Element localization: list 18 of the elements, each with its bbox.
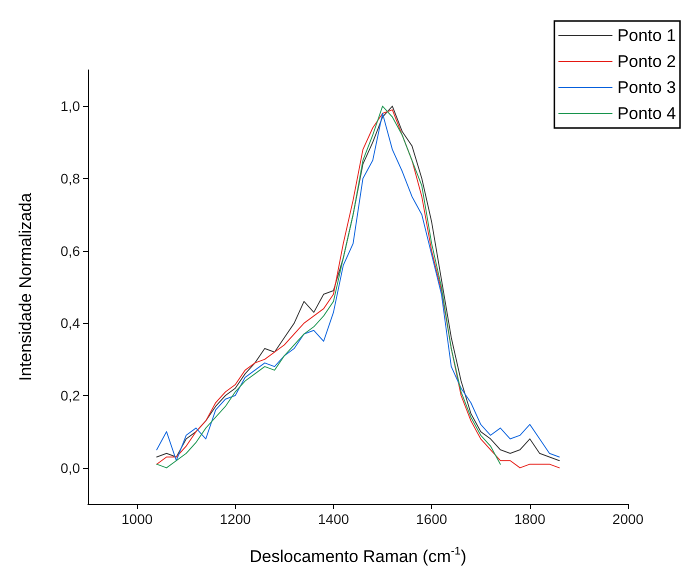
x-tick-label: 2000 [612, 511, 644, 527]
legend-label: Ponto 1 [617, 26, 676, 45]
y-tick-label: 0,0 [60, 460, 80, 476]
legend-label: Ponto 2 [617, 52, 676, 71]
legend-label: Ponto 3 [617, 78, 676, 97]
legend-label: Ponto 4 [617, 104, 676, 123]
line-series [156, 106, 501, 468]
y-tick-label: 0,4 [60, 315, 80, 332]
x-tick-label: 1600 [416, 511, 448, 527]
y-tick-label: 0,8 [60, 170, 80, 186]
x-tick-label: 1200 [220, 511, 252, 527]
y-tick-label: 0,6 [60, 242, 80, 259]
x-tick-label: 1000 [122, 511, 153, 527]
y-tick-label: 0,2 [60, 388, 80, 404]
x-tick-label: 1400 [318, 511, 350, 527]
y-axis-title: Intensidade Normalizada [16, 192, 35, 382]
x-tick-label: 1800 [514, 511, 546, 527]
y-tick-label: 1,0 [60, 98, 80, 114]
